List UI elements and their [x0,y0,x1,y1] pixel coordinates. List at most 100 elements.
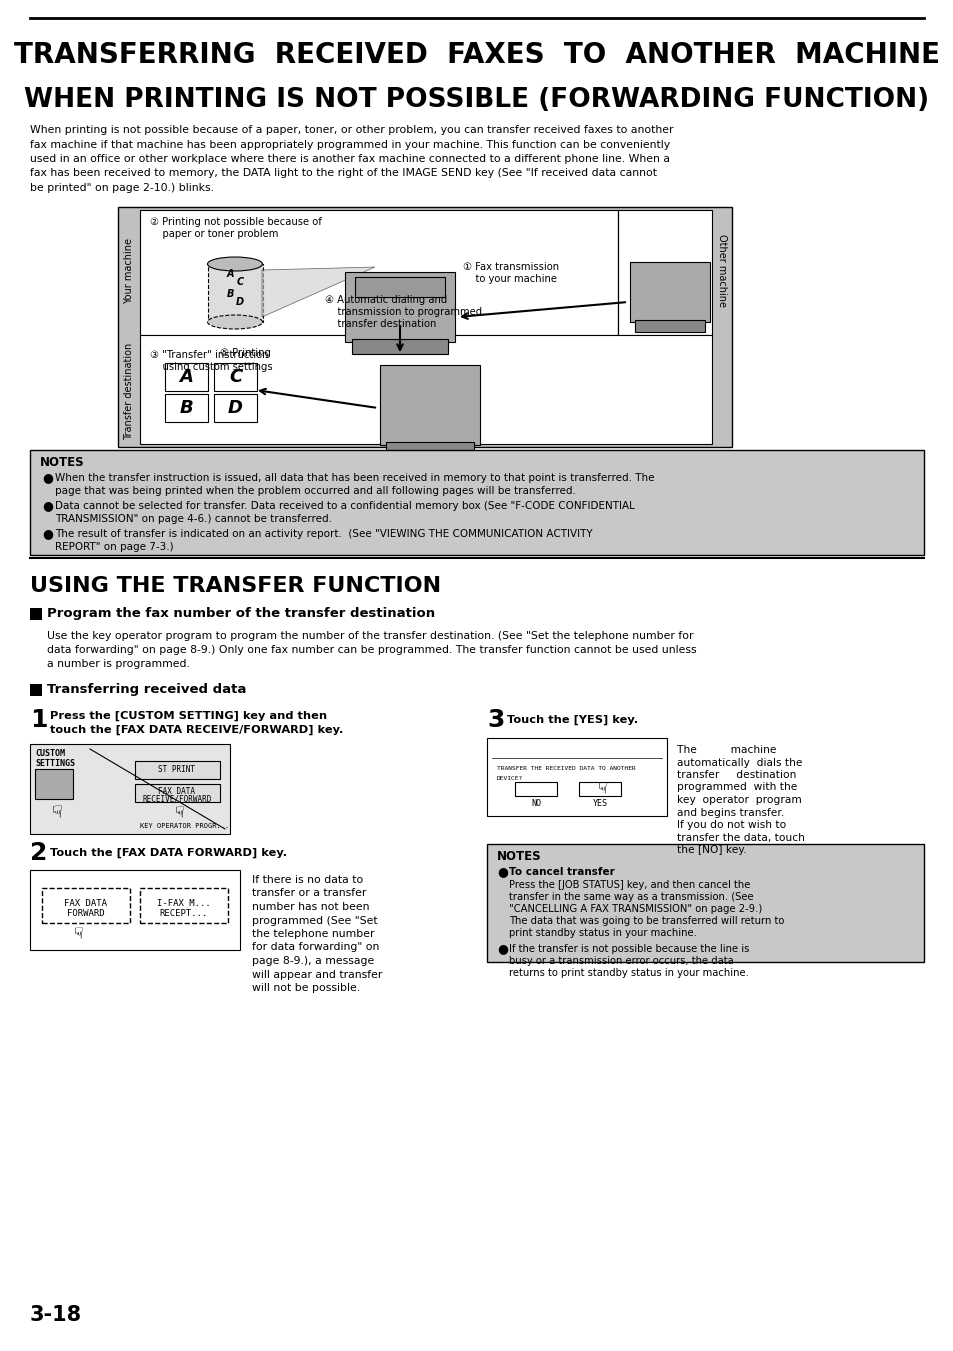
Text: C: C [236,277,243,286]
Text: for data forwarding" on: for data forwarding" on [252,943,379,952]
Text: ③ "Transfer" instruction: ③ "Transfer" instruction [150,350,268,359]
Text: I-FAX M...: I-FAX M... [157,898,211,908]
Bar [379,365,479,444]
Bar [486,738,666,816]
Text: "CANCELLING A FAX TRANSMISSION" on page 2-9.): "CANCELLING A FAX TRANSMISSION" on page … [509,904,761,915]
Text: programmed (See "Set: programmed (See "Set [252,916,377,925]
Bar [118,207,731,447]
Text: print standby status in your machine.: print standby status in your machine. [509,928,696,938]
Text: REPORT" on page 7-3.): REPORT" on page 7-3.) [55,542,173,553]
Bar [355,277,444,297]
Text: busy or a transmission error occurs, the data: busy or a transmission error occurs, the… [509,957,733,966]
Text: transfer or a transfer: transfer or a transfer [252,889,366,898]
Text: Touch the [FAX DATA FORWARD] key.: Touch the [FAX DATA FORWARD] key. [50,848,287,858]
Text: If you do not wish to: If you do not wish to [677,820,785,830]
Text: used in an office or other workplace where there is another fax machine connecte: used in an office or other workplace whe… [30,154,669,163]
Text: Program the fax number of the transfer destination: Program the fax number of the transfer d… [47,608,435,620]
Text: D: D [228,399,243,417]
Text: Press the [CUSTOM SETTING] key and then: Press the [CUSTOM SETTING] key and then [50,711,327,721]
Text: A: A [179,367,193,386]
Ellipse shape [208,257,262,272]
Bar [140,335,711,444]
Text: fax machine if that machine has been appropriately programmed in your machine. T: fax machine if that machine has been app… [30,139,669,150]
Text: will appear and transfer: will appear and transfer [252,970,382,979]
Text: B: B [226,289,233,299]
Text: a number is programmed.: a number is programmed. [47,659,190,669]
Bar [208,263,263,322]
Bar [213,363,256,390]
Text: Your machine: Your machine [124,238,133,304]
Text: TRANSFERRING  RECEIVED  FAXES  TO  ANOTHER  MACHINE: TRANSFERRING RECEIVED FAXES TO ANOTHER M… [14,41,939,69]
Bar [515,782,557,796]
Text: ●: ● [42,471,52,485]
Text: Touch the [YES] key.: Touch the [YES] key. [506,715,638,725]
Text: A: A [226,269,233,280]
Text: ☞: ☞ [45,804,63,819]
Text: If there is no data to: If there is no data to [252,875,363,885]
Ellipse shape [208,315,262,330]
Text: 1: 1 [30,708,48,732]
Bar [30,450,923,555]
Bar [345,272,455,342]
Text: the telephone number: the telephone number [252,929,375,939]
Text: and begins transfer.: and begins transfer. [677,808,783,817]
Text: using custom settings: using custom settings [150,362,273,372]
Bar [165,363,208,390]
Bar [30,870,240,950]
Text: ●: ● [42,527,52,540]
Text: RECEPT...: RECEPT... [160,908,208,917]
Text: transfer in the same way as a transmission. (See: transfer in the same way as a transmissi… [509,892,753,902]
Bar [30,744,230,834]
Text: page 8-9.), a message: page 8-9.), a message [252,957,374,966]
Text: SETTINGS: SETTINGS [35,758,75,767]
Text: Data cannot be selected for transfer. Data received to a confidential memory box: Data cannot be selected for transfer. Da… [55,501,634,511]
Text: ●: ● [497,943,507,955]
Text: page that was being printed when the problem occurred and all following pages wi: page that was being printed when the pro… [55,486,576,496]
Text: the [NO] key.: the [NO] key. [677,844,745,855]
Text: FAX DATA: FAX DATA [65,898,108,908]
Text: automatically  dials the: automatically dials the [677,758,801,767]
Text: fax has been received to memory, the DATA light to the right of the IMAGE SEND k: fax has been received to memory, the DAT… [30,169,657,178]
Text: be printed" on page 2-10.) blinks.: be printed" on page 2-10.) blinks. [30,182,213,193]
Text: DEVICE?: DEVICE? [497,775,522,781]
Text: D: D [235,297,244,307]
Polygon shape [262,267,375,317]
Text: ☞: ☞ [170,805,184,819]
Text: CUSTOM: CUSTOM [35,750,65,758]
Bar [578,782,620,796]
Text: 3: 3 [486,708,504,732]
Bar [30,684,42,696]
Text: Press the [JOB STATUS] key, and then cancel the: Press the [JOB STATUS] key, and then can… [509,880,750,890]
Bar [213,394,256,422]
Text: paper or toner problem: paper or toner problem [150,230,278,239]
Bar [42,888,130,923]
Text: ●: ● [42,500,52,512]
Text: When the transfer instruction is issued, all data that has been received in memo: When the transfer instruction is issued,… [55,473,654,484]
Text: C: C [229,367,242,386]
Text: programmed  with the: programmed with the [677,782,797,793]
Text: ⑤ Printing: ⑤ Printing [220,349,271,358]
Text: ☞: ☞ [69,927,84,940]
Text: The data that was going to be transferred will return to: The data that was going to be transferre… [509,916,783,925]
Text: transfer the data, touch: transfer the data, touch [677,832,804,843]
Text: WHEN PRINTING IS NOT POSSIBLE (FORWARDING FUNCTION): WHEN PRINTING IS NOT POSSIBLE (FORWARDIN… [25,86,928,113]
Text: NO: NO [531,798,540,808]
Bar [386,442,474,455]
Text: 2: 2 [30,842,48,865]
Text: key  operator  program: key operator program [677,794,801,805]
Text: TRANSMISSION" on page 4-6.) cannot be transferred.: TRANSMISSION" on page 4-6.) cannot be tr… [55,513,332,524]
Text: 3-18: 3-18 [30,1305,82,1325]
Bar [618,209,711,335]
Bar [35,769,73,798]
Text: ●: ● [497,866,507,878]
Text: FORWARD: FORWARD [67,908,105,917]
Text: KEY OPERATOR PROGR...: KEY OPERATOR PROGR... [140,823,229,830]
Text: RECEIVE/FORWARD: RECEIVE/FORWARD [142,794,212,804]
Text: touch the [FAX DATA RECEIVE/FORWARD] key.: touch the [FAX DATA RECEIVE/FORWARD] key… [50,725,343,735]
Text: Use the key operator program to program the number of the transfer destination. : Use the key operator program to program … [47,631,693,640]
Text: transfer destination: transfer destination [325,319,436,330]
Text: ④ Automatic dialing and: ④ Automatic dialing and [325,295,447,305]
Text: number has not been: number has not been [252,902,369,912]
Text: NOTES: NOTES [497,851,541,863]
Text: TRANSFER THE RECEIVED DATA TO ANOTHER: TRANSFER THE RECEIVED DATA TO ANOTHER [497,766,635,770]
